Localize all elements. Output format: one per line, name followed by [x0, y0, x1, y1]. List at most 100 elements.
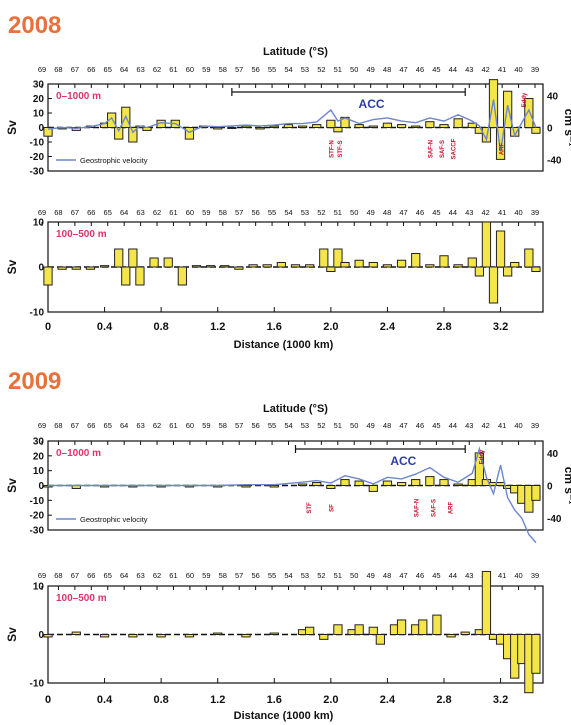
transport-bar	[305, 264, 315, 268]
transport-bar	[297, 125, 308, 129]
latitude-tick-label: 53	[301, 208, 309, 217]
latitude-tick-label: 57	[235, 65, 243, 74]
transport-bar	[453, 264, 463, 268]
latitude-tick-label: 46	[416, 421, 424, 430]
latitude-tick-label: 48	[383, 208, 391, 217]
latitude-tick-label: 54	[284, 65, 292, 74]
right-tick-label: -40	[547, 155, 562, 166]
latitude-tick-label: 55	[268, 571, 276, 580]
latitude-tick-label: 59	[202, 421, 210, 430]
latitude-tick-label: 51	[334, 208, 342, 217]
transport-bar	[43, 266, 53, 286]
panel-1: 69 68 67 66 65 64 63 62 61 60 59 58 57 56 55 54 53 52 51 50…	[5, 65, 571, 178]
latitude-tick-label: 43	[465, 208, 473, 217]
latitude-tick-label: 44	[449, 208, 457, 217]
latitude-tick-label: 62	[153, 571, 161, 580]
transport-bar	[354, 259, 364, 268]
transport-bar	[283, 124, 294, 128]
x-tick-label: 2.8	[436, 694, 451, 706]
transport-bar	[43, 127, 53, 137]
transport-bar	[354, 624, 364, 635]
depth-label: 100–500 m	[56, 229, 107, 240]
right-tick-label: 0	[547, 124, 553, 135]
latitude-tick-label: 65	[104, 421, 112, 430]
transport-bar	[354, 480, 364, 486]
chart-2009: 2009 Latitude (°S) 69 68 67 66 65 64 63 62 61 60 59 5…	[5, 368, 571, 722]
latitude-tick-label: 40	[514, 571, 522, 580]
front-label: SAF-S	[432, 499, 438, 517]
latitude-tick-label: 39	[531, 421, 539, 430]
y-tick-label: -30	[30, 526, 45, 537]
x-tick-label: 0	[45, 694, 51, 706]
transport-bar	[531, 266, 541, 272]
transport-bar	[326, 266, 336, 272]
depth-label: 100–500 m	[56, 593, 107, 604]
transport-bar	[481, 221, 492, 268]
latitude-tick-label: 58	[219, 421, 227, 430]
transport-bar	[474, 452, 484, 487]
transport-bar	[411, 479, 421, 487]
latitude-tick-label: 65	[104, 208, 112, 217]
transport-bar	[241, 485, 251, 488]
latitude-tick-label: 39	[531, 571, 539, 580]
transport-bar	[305, 626, 315, 635]
transport-bar	[495, 127, 506, 160]
depth-label: 0–1000 m	[56, 448, 101, 459]
latitude-tick-label: 53	[301, 65, 309, 74]
transport-bar	[121, 266, 131, 286]
latitude-tick-label: 67	[71, 65, 79, 74]
latitude-tick-label: 47	[399, 208, 407, 217]
transport-bar	[396, 124, 407, 128]
transport-bar	[128, 127, 138, 143]
transport-bar	[128, 634, 138, 638]
front-label: Eddy	[480, 449, 486, 464]
latitude-tick-label: 51	[334, 65, 342, 74]
transport-bar	[269, 125, 279, 129]
transport-bar	[382, 264, 393, 268]
latitude-tick-label: 52	[317, 421, 325, 430]
transport-bar	[43, 634, 53, 638]
front-label: SAF-N	[429, 140, 435, 158]
transport-bar	[149, 257, 159, 268]
latitude-tick-label: 50	[350, 571, 358, 580]
latitude-tick-label: 57	[235, 208, 243, 217]
latitude-tick-label: 54	[284, 208, 292, 217]
latitude-tick-label: 48	[383, 65, 391, 74]
transport-bar	[213, 632, 223, 635]
transport-bar	[396, 482, 407, 486]
latitude-tick-label: 50	[350, 208, 358, 217]
transport-bar	[531, 127, 541, 134]
x-tick-label: 1.6	[267, 321, 282, 333]
front-label: ARF	[499, 143, 505, 156]
latitude-tick-label: 64	[120, 208, 128, 217]
front-label: STF-S	[338, 140, 344, 157]
x-tick-label: 0	[45, 321, 51, 333]
transport-bar	[326, 485, 336, 489]
transport-bar	[269, 485, 279, 488]
transport-bar	[333, 248, 343, 268]
latitude-tick-label: 69	[38, 65, 46, 74]
latitude-tick-label: 45	[432, 421, 440, 430]
x-tick-label: 2.4	[380, 321, 396, 333]
transport-bar	[467, 257, 477, 268]
y-tick-label: -20	[30, 152, 45, 163]
latitude-tick-label: 42	[482, 421, 490, 430]
geostrophic-velocity-line	[48, 446, 537, 544]
latitude-tick-label: 44	[449, 65, 457, 74]
x-tick-label: 2.8	[436, 321, 451, 333]
geostrophic-velocity-line	[47, 99, 537, 152]
transport-bar	[524, 248, 534, 268]
latitude-tick-label: 67	[71, 571, 79, 580]
x-tick-label: 2.4	[380, 694, 396, 706]
transport-bar	[213, 127, 223, 130]
latitude-tick-label: 63	[136, 208, 144, 217]
latitude-tick-label: 59	[202, 571, 210, 580]
latitude-tick-label: 69	[38, 421, 46, 430]
latitude-tick-label: 69	[38, 208, 46, 217]
latitude-tick-label: 61	[169, 65, 177, 74]
latitude-tick-label: 68	[54, 208, 62, 217]
latitude-tick-label: 56	[251, 208, 259, 217]
latitude-tick-label: 47	[399, 421, 407, 430]
transport-bar	[425, 121, 435, 128]
latitude-tick-label: 55	[268, 65, 276, 74]
